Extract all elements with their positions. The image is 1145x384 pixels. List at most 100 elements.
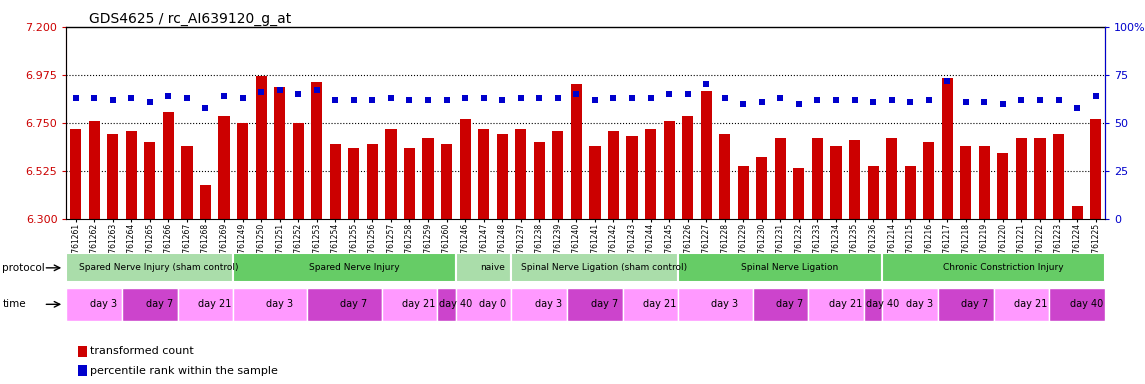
Bar	[441, 144, 452, 219]
Bar	[997, 153, 1009, 219]
Point	[605, 95, 623, 101]
Point	[790, 101, 808, 107]
Point	[957, 99, 976, 105]
Bar	[512, 253, 678, 282]
Bar	[234, 288, 308, 321]
Bar	[590, 146, 600, 219]
Bar	[830, 146, 842, 219]
Bar	[883, 288, 938, 321]
Point	[456, 95, 474, 101]
Bar	[512, 288, 567, 321]
Bar	[775, 138, 785, 219]
Point	[919, 97, 938, 103]
Bar	[1016, 138, 1027, 219]
Point	[530, 95, 548, 101]
Point	[326, 97, 345, 103]
Point	[196, 104, 214, 111]
Text: day 21: day 21	[402, 299, 435, 310]
Bar	[868, 166, 878, 219]
Point	[752, 99, 771, 105]
Bar	[1049, 288, 1105, 321]
Bar	[181, 146, 192, 219]
Bar	[757, 157, 767, 219]
Point	[976, 99, 994, 105]
Bar	[293, 123, 303, 219]
Point	[381, 95, 400, 101]
Text: Chronic Constriction Injury: Chronic Constriction Injury	[942, 263, 1064, 272]
Bar	[123, 288, 177, 321]
Point	[938, 78, 956, 84]
Bar	[237, 123, 248, 219]
Point	[85, 95, 103, 101]
Text: day 3: day 3	[90, 299, 117, 310]
Bar	[381, 288, 437, 321]
Bar	[456, 253, 512, 282]
Point	[1087, 93, 1105, 99]
Bar	[386, 129, 396, 219]
Bar	[752, 288, 808, 321]
Point	[679, 91, 697, 97]
Point	[345, 97, 363, 103]
Text: day 7: day 7	[145, 299, 173, 310]
Point	[66, 95, 85, 101]
Point	[1012, 97, 1030, 103]
Bar	[719, 134, 731, 219]
Point	[363, 97, 381, 103]
Bar	[66, 288, 123, 321]
Text: day 40: day 40	[440, 299, 473, 310]
Text: day 7: day 7	[591, 299, 618, 310]
Bar	[497, 134, 507, 219]
Point	[215, 93, 234, 99]
Bar	[163, 112, 174, 219]
Bar	[437, 288, 456, 321]
Bar	[737, 166, 749, 219]
Point	[1068, 104, 1087, 111]
Bar	[348, 149, 360, 219]
Bar	[608, 131, 619, 219]
Bar	[886, 138, 898, 219]
Bar	[255, 76, 267, 219]
Point	[697, 81, 716, 88]
Text: day 21: day 21	[1014, 299, 1048, 310]
Point	[586, 97, 605, 103]
Point	[864, 99, 883, 105]
Point	[270, 87, 289, 93]
Bar	[88, 121, 100, 219]
Bar	[979, 146, 990, 219]
Text: Spinal Nerve Ligation: Spinal Nerve Ligation	[741, 263, 838, 272]
Point	[845, 97, 863, 103]
Bar	[177, 288, 234, 321]
Point	[994, 101, 1012, 107]
Text: day 7: day 7	[340, 299, 368, 310]
Bar	[330, 144, 341, 219]
Point	[123, 95, 141, 101]
Point	[623, 95, 641, 101]
Bar	[1053, 134, 1064, 219]
Point	[234, 95, 252, 101]
Bar	[682, 116, 693, 219]
Bar	[1072, 206, 1083, 219]
Bar	[1034, 138, 1045, 219]
Bar	[308, 288, 381, 321]
Text: day 7: day 7	[776, 299, 804, 310]
Bar	[848, 140, 860, 219]
Point	[512, 95, 530, 101]
Text: day 7: day 7	[962, 299, 989, 310]
Bar	[144, 142, 156, 219]
Text: Spinal Nerve Ligation (sham control): Spinal Nerve Ligation (sham control)	[521, 263, 687, 272]
Point	[252, 89, 270, 95]
Point	[808, 97, 827, 103]
Text: Spared Nerve Injury (sham control): Spared Nerve Injury (sham control)	[79, 263, 239, 272]
Bar	[678, 288, 752, 321]
Bar	[366, 144, 378, 219]
Text: day 21: day 21	[829, 299, 862, 310]
Text: naive: naive	[481, 263, 505, 272]
Text: day 3: day 3	[535, 299, 562, 310]
Bar	[423, 138, 434, 219]
Bar	[1090, 119, 1101, 219]
Text: day 21: day 21	[643, 299, 677, 310]
Point	[437, 97, 456, 103]
Text: day 3: day 3	[711, 299, 739, 310]
Point	[401, 97, 419, 103]
Bar	[905, 166, 916, 219]
